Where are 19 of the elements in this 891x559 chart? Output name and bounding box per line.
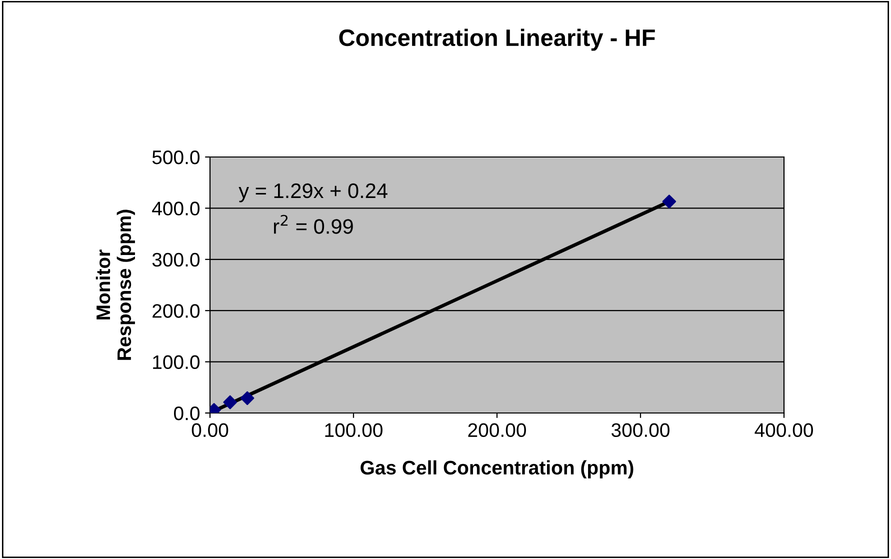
x-tick-label: 300.00: [612, 423, 670, 438]
x-tick-label: 100.00: [325, 423, 382, 438]
x-tick-label: 200.00: [468, 423, 526, 438]
y-axis-title: Monitor Response (ppm): [96, 210, 135, 360]
annotation: r$^{2}$ = 0.99: [274, 214, 353, 234]
point: [223, 395, 237, 410]
annotation: y = 1.29x + 0.24: [238, 183, 388, 202]
chart-title: Concentration Linearity - HF: [339, 28, 655, 51]
y-tick-label: 100.0: [153, 355, 200, 370]
y-tick-label: 300.0: [152, 252, 200, 267]
y-tick-label: 400.0: [152, 202, 200, 216]
point: [662, 194, 676, 208]
y-tick-label: 200.0: [152, 304, 200, 318]
x-tick-label: 0.00: [192, 423, 228, 438]
x-tick-label: 400.00: [754, 423, 813, 438]
y-tick-label: 0.0: [174, 406, 200, 420]
point: [240, 391, 254, 406]
y-tick-label: 500.0: [152, 150, 200, 164]
x-axis-title: Gas Cell Concentration (ppm): [360, 460, 634, 478]
